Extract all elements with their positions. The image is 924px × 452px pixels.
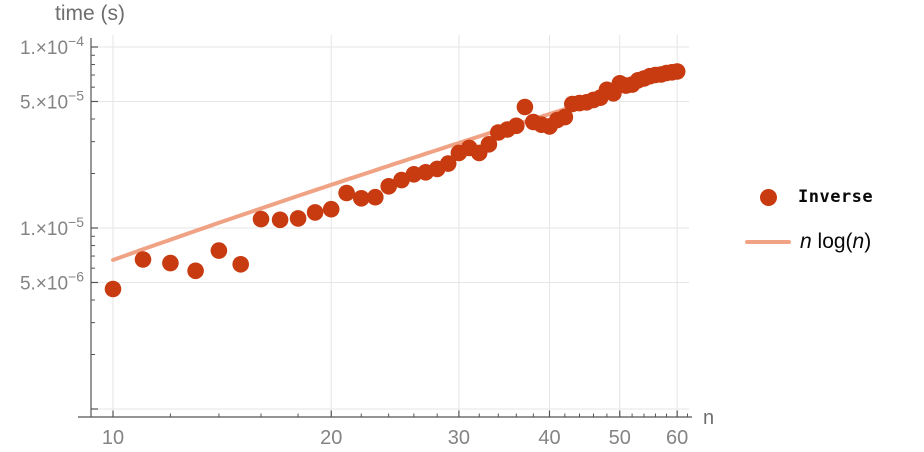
y-tick-label: 1.×10−4 [20, 33, 84, 59]
data-point [322, 200, 340, 218]
data-point [104, 280, 122, 298]
legend-label-inverse: Inverse [798, 187, 874, 207]
nlogn-line-icon [745, 240, 791, 244]
legend-swatch-inverse [744, 188, 792, 206]
x-tick-label: 20 [320, 427, 342, 449]
x-tick-label: 50 [609, 427, 631, 449]
legend-item-nlogn: n log(n) [744, 230, 873, 254]
data-point [134, 251, 152, 268]
data-point [162, 254, 179, 272]
y-tick-label: 5.×10−6 [20, 268, 84, 294]
legend: Inverse n log(n) [744, 186, 873, 253]
data-point [271, 211, 289, 229]
y-tick-label: 5.×10−5 [20, 87, 84, 113]
x-axis-title: n [703, 407, 714, 429]
data-point [306, 204, 324, 221]
legend-item-inverse: Inverse [744, 186, 873, 208]
data-point [252, 210, 270, 228]
x-tick-label: 30 [448, 427, 470, 449]
data-point [187, 262, 204, 280]
x-tick-label: 10 [102, 427, 124, 449]
legend-math-part: log( [811, 230, 853, 253]
legend-math-part: ) [864, 230, 872, 253]
data-point [353, 190, 370, 207]
legend-math-part: n [800, 230, 812, 253]
legend-label-nlogn: n log(n) [800, 230, 871, 254]
data-point [508, 117, 525, 135]
data-point [380, 178, 398, 195]
data-point [439, 155, 457, 172]
legend-swatch-nlogn [744, 240, 792, 244]
data-point [210, 242, 228, 259]
data-point [232, 255, 249, 273]
x-tick-label: 60 [666, 427, 688, 449]
y-axis-title: time (s) [55, 2, 125, 25]
y-tick-label: 1.×10−5 [20, 214, 84, 240]
data-point [516, 98, 534, 116]
data-point [556, 108, 574, 126]
x-tick-label: 40 [538, 427, 560, 449]
data-point [338, 184, 355, 202]
data-point [668, 63, 686, 80]
data-point [367, 188, 384, 206]
inverse-dot-icon [759, 188, 777, 206]
data-point [393, 171, 410, 189]
data-point [289, 210, 307, 227]
data-point [480, 136, 498, 153]
legend-math-part: n [852, 230, 865, 253]
